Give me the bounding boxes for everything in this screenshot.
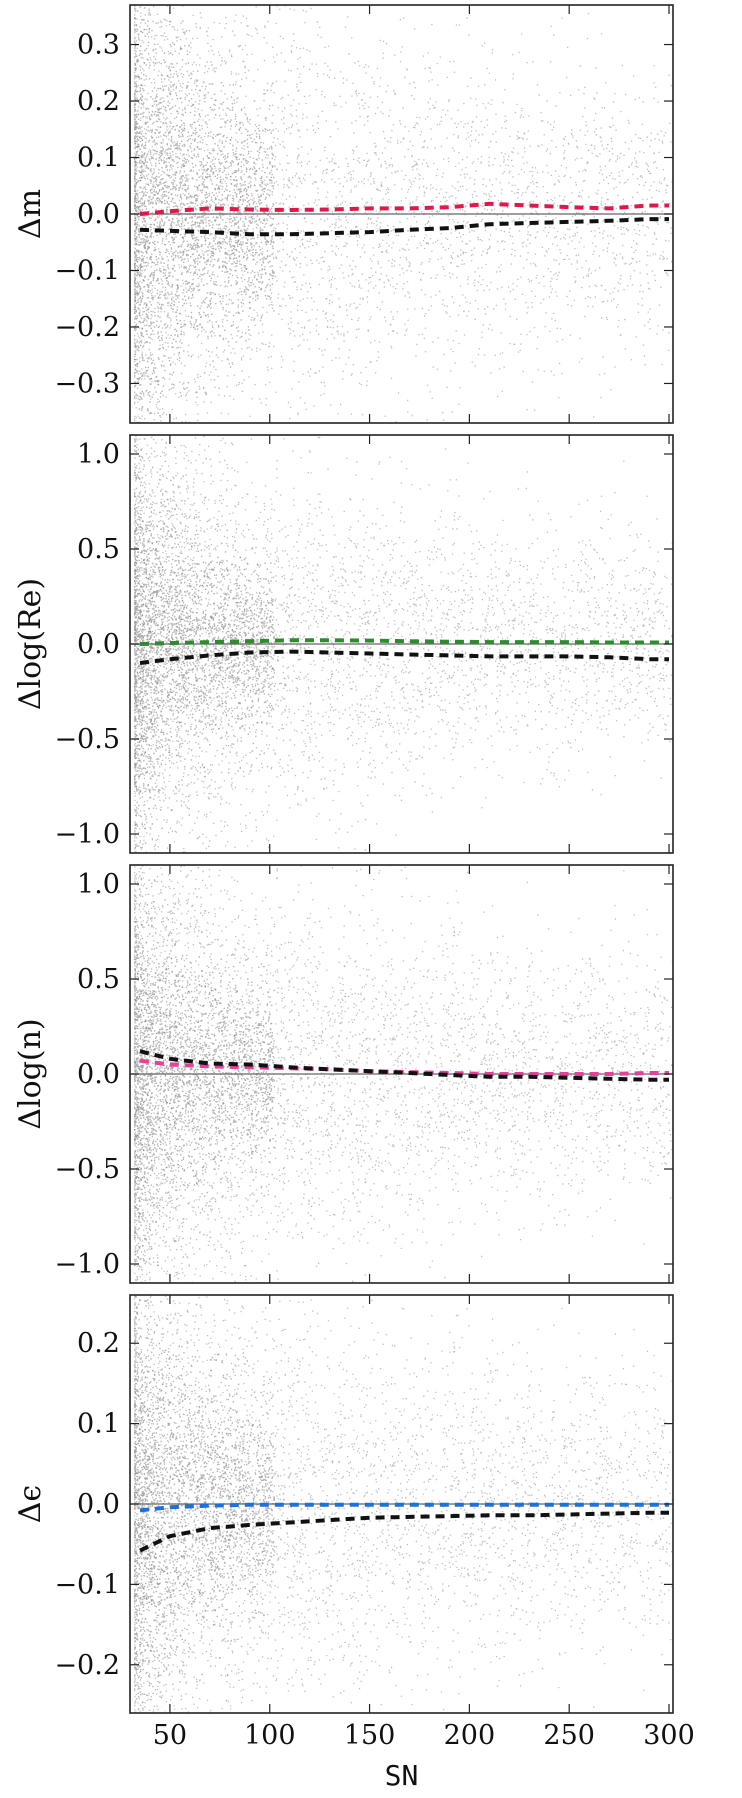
ytick-label-delta-m: 0.2 [77, 86, 120, 117]
ytick-label-delta-epsilon: 0.0 [77, 1489, 120, 1520]
xlabel-sn: SN [385, 1759, 419, 1792]
ytick-label-delta-log-re: 1.0 [77, 439, 120, 470]
ytick-label-delta-log-re: 0.0 [77, 629, 120, 660]
scatter-cloud-delta-epsilon [134, 1295, 673, 1713]
scatter-points-delta-log-re [134, 435, 673, 853]
panel-delta-log-re: 1.0 0.5 0.0 −0.5 −1.0 [54, 434, 674, 854]
scatter-cloud-delta-m [134, 5, 673, 423]
series-line-delta-m-mean [139, 217, 669, 237]
ylabel-delta-epsilon: Δϵ [13, 1485, 48, 1523]
series-line-delta-epsilon-median [139, 1502, 669, 1513]
ytick-label-delta-m: −0.1 [54, 255, 120, 286]
ytick-label-delta-log-n: 0.0 [77, 1059, 120, 1090]
series-line-delta-epsilon-mean [139, 1510, 669, 1553]
xtick-label: 200 [444, 1720, 496, 1751]
ytick-label-delta-m: −0.2 [54, 312, 120, 343]
scatter-core-delta-epsilon [134, 1295, 276, 1710]
ytick-label-delta-m: 0.0 [77, 199, 120, 230]
scatter-core-delta-log-n [134, 865, 276, 1283]
series-line-delta-m-median [139, 201, 669, 216]
scatter-core-delta-m [134, 7, 275, 414]
ytick-label-delta-epsilon: −0.1 [54, 1569, 120, 1600]
ytick-label-delta-log-re: −1.0 [54, 819, 120, 850]
panel-delta-m: 0.3 0.2 0.1 0.0 −0.1 −0.2 −0.3 [54, 4, 674, 424]
ytick-label-delta-log-n: −0.5 [54, 1154, 120, 1185]
panel-delta-epsilon: 0.2 0.1 0.0 −0.1 −0.2 50 100 150 200 250 300 [54, 1294, 695, 1751]
xtick-label: 150 [344, 1720, 396, 1751]
ytick-label-delta-m: −0.3 [54, 368, 120, 399]
xtick-label: 250 [543, 1720, 595, 1751]
ytick-label-delta-m: 0.3 [77, 30, 120, 61]
ytick-label-delta-log-n: 0.5 [77, 964, 120, 995]
ytick-label-delta-log-re: 0.5 [77, 534, 120, 565]
ytick-label-delta-epsilon: −0.2 [54, 1650, 120, 1681]
ytick-label-delta-log-re: −0.5 [54, 724, 120, 755]
xtick-label: 100 [244, 1720, 296, 1751]
ytick-label-delta-log-n: −1.0 [54, 1249, 120, 1280]
ytick-label-delta-m: 0.1 [77, 143, 120, 174]
xtick-label: 300 [643, 1720, 695, 1751]
scatter-core-delta-log-re [134, 445, 276, 849]
ytick-label-delta-log-n: 1.0 [77, 869, 120, 900]
ylabel-delta-log-n: Δlog(n) [13, 1018, 48, 1129]
series-line-delta-log-n-median [139, 1058, 669, 1076]
scatter-points-delta-m [134, 5, 673, 423]
ylabel-delta-m: Δm [13, 189, 48, 239]
xtick-label: 50 [153, 1720, 187, 1751]
series-line-delta-log-n-mean [139, 1049, 669, 1082]
series-line-delta-log-re-mean [139, 649, 669, 665]
series-line-delta-log-re-median [139, 638, 669, 646]
panel-delta-log-n: 1.0 0.5 0.0 −0.5 −1.0 [54, 864, 674, 1284]
ylabel-delta-log-re: Δlog(Re) [13, 578, 48, 710]
ytick-label-delta-epsilon: 0.1 [77, 1409, 120, 1440]
ytick-label-delta-epsilon: 0.2 [77, 1328, 120, 1359]
scatter-cloud-delta-log-re [134, 435, 673, 853]
scatter-points-delta-epsilon [134, 1295, 673, 1713]
